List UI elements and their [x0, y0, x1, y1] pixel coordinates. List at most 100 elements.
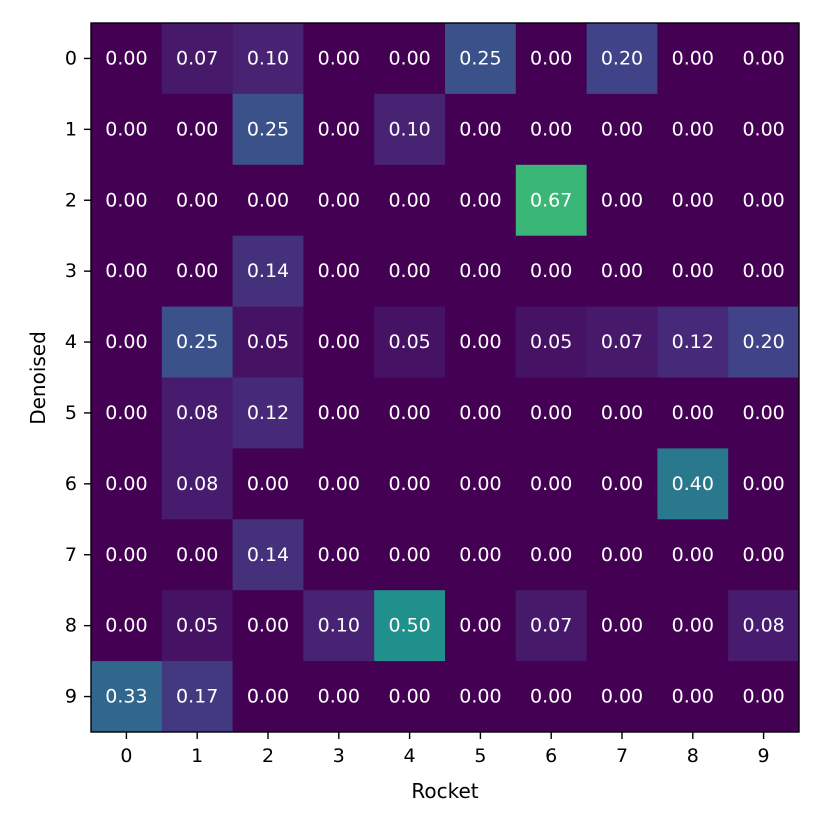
- cell-value-label: 0.00: [388, 47, 430, 69]
- heatmap-cell: [728, 661, 800, 733]
- y-tick-label: 0: [65, 47, 77, 69]
- heatmap-cell: [232, 661, 304, 733]
- cell-value-label: 0.33: [105, 686, 147, 708]
- heatmap-cell: [374, 377, 446, 449]
- heatmap-cell: [303, 164, 375, 237]
- cell-value-label: 0.00: [388, 189, 430, 211]
- cell-value-label: 0.00: [105, 544, 147, 566]
- heatmap-cell: [91, 235, 163, 308]
- heatmap-cell: [728, 519, 800, 591]
- cell-value-label: 0.00: [105, 118, 147, 140]
- heatmap-cell: [374, 23, 446, 95]
- heatmap-cell: [445, 590, 517, 662]
- cell-value-label: 0.00: [672, 615, 714, 637]
- heatmap-cell: [232, 23, 304, 95]
- cell-value-label: 0.00: [388, 473, 430, 495]
- cell-value-label: 0.50: [388, 615, 430, 637]
- cell-value-label: 0.08: [176, 473, 218, 495]
- cell-value-label: 0.00: [530, 402, 572, 424]
- y-tick-label: 5: [65, 402, 77, 424]
- x-axis-ticks: 0 1 2 3 4 5 6 7 8 9: [120, 732, 770, 767]
- heatmap-cell: [303, 448, 375, 520]
- heatmap-cell: [657, 306, 729, 378]
- heatmap-cell: [161, 519, 234, 591]
- heatmap-cell: [303, 93, 375, 166]
- cell-value-label: 0.00: [247, 686, 289, 708]
- cell-value-label: 0.00: [530, 118, 572, 140]
- heatmap-cell: [586, 661, 658, 733]
- heatmap-cell: [728, 590, 800, 662]
- cell-value-label: 0.00: [742, 544, 784, 566]
- cell-value-label: 0.05: [176, 615, 218, 637]
- cell-value-label: 0.00: [176, 189, 218, 211]
- heatmap-cell: [303, 23, 375, 95]
- heatmap-cell: [161, 661, 234, 733]
- x-tick-label: 6: [545, 745, 557, 767]
- cell-value-label: 0.67: [530, 189, 572, 211]
- cell-value-label: 0.05: [388, 331, 430, 353]
- cell-value-label: 0.20: [601, 47, 643, 69]
- heatmap-cell: [374, 590, 446, 662]
- y-tick-label: 4: [65, 331, 77, 353]
- heatmap-cell: [161, 235, 234, 308]
- cell-value-label: 0.00: [672, 189, 714, 211]
- cell-value-label: 0.00: [459, 189, 501, 211]
- cell-value-label: 0.00: [176, 544, 218, 566]
- heatmap-cell: [303, 590, 375, 662]
- heatmap-cell: [728, 306, 800, 378]
- heatmap-cells: [91, 23, 800, 733]
- cell-value-label: 0.00: [105, 402, 147, 424]
- cell-value-label: 0.00: [318, 686, 360, 708]
- cell-value-label: 0.00: [672, 260, 714, 282]
- heatmap-cell: [303, 235, 375, 308]
- heatmap-cell: [374, 93, 446, 166]
- cell-value-label: 0.25: [247, 118, 289, 140]
- cell-value-label: 0.00: [459, 118, 501, 140]
- cell-value-label: 0.00: [318, 331, 360, 353]
- heatmap-cell: [374, 661, 446, 733]
- x-tick-label: 4: [404, 745, 416, 767]
- heatmap-cell: [161, 93, 234, 166]
- cell-value-label: 0.00: [318, 402, 360, 424]
- heatmap-cell: [445, 661, 517, 733]
- cell-value-label: 0.00: [105, 47, 147, 69]
- cell-value-label: 0.00: [388, 686, 430, 708]
- cell-value-label: 0.00: [318, 473, 360, 495]
- heatmap-cell: [232, 235, 304, 308]
- cell-value-label: 0.10: [247, 47, 289, 69]
- cell-value-label: 0.00: [388, 544, 430, 566]
- cell-value-label: 0.00: [459, 686, 501, 708]
- cell-value-label: 0.00: [530, 47, 572, 69]
- heatmap-cell: [586, 23, 658, 95]
- heatmap-cell: [515, 377, 588, 449]
- heatmap-cell: [161, 377, 234, 449]
- heatmap-cell: [657, 235, 729, 308]
- cell-value-label: 0.00: [742, 118, 784, 140]
- heatmap-cell: [445, 235, 517, 308]
- heatmap-cell: [657, 377, 729, 449]
- heatmap-cell: [91, 377, 163, 449]
- heatmap-cell: [515, 93, 588, 166]
- cell-value-label: 0.08: [176, 402, 218, 424]
- cell-value-label: 0.00: [672, 47, 714, 69]
- plot-frame: [90, 22, 800, 733]
- y-tick-label: 6: [65, 473, 77, 495]
- heatmap-cell: [303, 519, 375, 591]
- cell-value-label: 0.00: [530, 473, 572, 495]
- cell-value-label: 0.00: [742, 189, 784, 211]
- cell-value-label: 0.00: [459, 402, 501, 424]
- cell-value-label: 0.20: [742, 331, 784, 353]
- cell-value-label: 0.00: [318, 260, 360, 282]
- cell-value-label: 0.00: [459, 615, 501, 637]
- cell-value-label: 0.00: [530, 260, 572, 282]
- cell-value-label: 0.00: [601, 402, 643, 424]
- heatmap-cell: [586, 377, 658, 449]
- cell-value-label: 0.00: [318, 189, 360, 211]
- cell-value-label: 0.00: [105, 260, 147, 282]
- cell-value-label: 0.00: [459, 260, 501, 282]
- y-tick-label: 9: [65, 686, 77, 708]
- heatmap-cell: [445, 93, 517, 166]
- y-tick-label: 7: [65, 544, 77, 566]
- heatmap-cell: [232, 590, 304, 662]
